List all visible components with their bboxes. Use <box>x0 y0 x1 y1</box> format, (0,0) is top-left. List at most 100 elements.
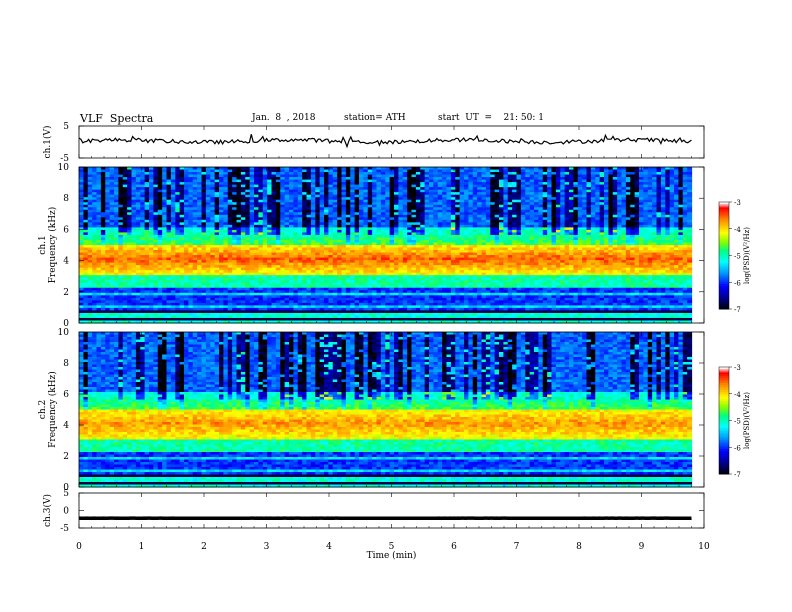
ch1-spectrogram-cell <box>258 187 264 191</box>
ch1-spectrogram-cell <box>652 202 658 206</box>
ch1-spectrogram-cell <box>175 169 181 173</box>
ch1-spectrogram-cell <box>582 197 588 201</box>
ch1-spectrogram-cell <box>297 172 303 176</box>
ch1-spectrogram-cell <box>302 207 308 211</box>
ch1-spectrogram-cell <box>372 197 378 201</box>
ch1-spectrogram-cell <box>280 197 286 201</box>
ch1-spectrogram-cell <box>267 182 273 186</box>
chart-title: VLF Spectra <box>80 112 154 125</box>
ch1-spectrogram-cell <box>109 197 115 201</box>
ch1-spectrogram-cell <box>455 172 461 176</box>
ch1-spectrogram-cell <box>328 187 334 191</box>
ch1-spectrogram-cell <box>131 197 137 201</box>
ch1-spectrogram-cell <box>599 189 605 193</box>
ch1-spectrogram-cell <box>328 209 334 213</box>
ch1-spectrogram-cell <box>284 167 290 171</box>
ch1-spectrogram-cell <box>520 209 526 213</box>
ch1-spectrogram-cell <box>529 192 535 196</box>
ch1-spectrogram-cell <box>293 209 299 213</box>
ch1-spectrogram-cell <box>258 199 264 203</box>
ch1-spectrogram-cell <box>92 194 98 198</box>
ch1-spectrogram-cell <box>643 189 649 193</box>
ch1-spectrogram-cell <box>149 174 154 178</box>
ch1-spectrogram-cell <box>433 189 439 193</box>
ch1-spectrogram-cell <box>345 204 351 208</box>
ch1-spectrogram-cell <box>87 192 93 196</box>
ch1-spectrogram-cell <box>302 192 308 196</box>
ch1-spectrogram-cell <box>118 174 124 178</box>
ch1-spectrogram-cell <box>184 212 189 216</box>
ch1-spectrogram-cell <box>201 169 207 173</box>
ch1-spectrogram-cell <box>481 187 487 191</box>
ch1-spectrogram-cell <box>415 197 421 201</box>
ch1-spectrogram-cell <box>634 184 640 188</box>
ch1-spectrogram-cell <box>350 174 356 178</box>
ch1-spectrogram-cell <box>109 182 115 186</box>
ch1-spectrogram-cell <box>437 207 443 211</box>
ch1-spectrogram-cell <box>236 182 242 186</box>
ch1-spectrogram-cell <box>227 197 233 201</box>
ch1-spectrogram-cell <box>604 174 609 178</box>
ch1-spectrogram-cell <box>315 177 321 181</box>
ch1-spectrogram-cell <box>407 172 413 176</box>
ch1-spectrogram-cell <box>424 167 430 171</box>
ch1-spectrogram-cell <box>652 204 658 208</box>
ch1-spectrogram-cell <box>468 207 474 211</box>
ch1-spectrogram-cell <box>407 187 413 191</box>
ch1-spectrogram-cell <box>232 187 238 191</box>
ch1-spectrogram-cell <box>100 182 106 186</box>
ch1-spectrogram-cell <box>149 177 154 181</box>
ch1-spectrogram-cell <box>538 172 544 176</box>
ch1-spectrogram-cell <box>455 177 461 181</box>
ch1-spectrogram-cell <box>625 204 631 208</box>
ch1-spectrogram-cell <box>455 179 461 183</box>
ch1-spectrogram-cell <box>350 169 356 173</box>
ch1-spectrogram-cell <box>569 182 574 186</box>
ch1-spectrogram-cell <box>402 197 408 201</box>
ch1-spectrogram-cell <box>267 184 273 188</box>
ch1-spectrogram-cell <box>188 202 194 206</box>
ch1-spectrogram-cell <box>223 204 229 208</box>
ch1-spectrogram-cell <box>332 167 338 171</box>
ch1-spectrogram-cell <box>293 192 299 196</box>
ch1-spectrogram-cell <box>520 169 526 173</box>
ch1-spectrogram-cell <box>385 194 391 198</box>
ch1-spectrogram-cell <box>332 169 338 173</box>
ch1-spectrogram-cell <box>446 189 452 193</box>
ch1-spectrogram-cell <box>184 197 189 201</box>
ch1-spectrogram-cell <box>525 182 531 186</box>
ch1-spectrogram-cell <box>529 172 535 176</box>
ch1-spectrogram-cell <box>109 202 115 206</box>
ch1-spectrogram-cell <box>79 169 84 173</box>
ch1-spectrogram-cell <box>516 199 522 203</box>
ch1-spectrogram-cell <box>140 199 146 203</box>
ch1-spectrogram-cell <box>328 199 334 203</box>
ch1-spectrogram-cell <box>354 187 360 191</box>
ch1-spectrogram-cell <box>219 204 224 208</box>
ch1-spectrogram-cell <box>573 187 579 191</box>
ch1-spectrogram-cell <box>105 184 111 188</box>
ch1-spectrogram-cell <box>420 209 426 213</box>
ch1-spectrogram-cell <box>131 177 137 181</box>
ch1-spectrogram-cell <box>262 204 268 208</box>
ch1-spectrogram-cell <box>201 172 207 176</box>
ch1-spectrogram-cell <box>367 192 373 196</box>
ch1-spectrogram-cell <box>590 187 596 191</box>
ch1-spectrogram-cell <box>625 184 631 188</box>
ch1-spectrogram-cell <box>306 202 312 206</box>
ch1-spectrogram-cell <box>665 197 671 201</box>
ch1-spectrogram-cell <box>214 167 220 171</box>
ch1-spectrogram-cell <box>184 174 189 178</box>
ch1-spectrogram-cell <box>547 182 553 186</box>
ch1-spectrogram-cell <box>293 184 299 188</box>
ch1-spectrogram-cell <box>328 172 334 176</box>
ch1-spectrogram-cell <box>551 209 557 213</box>
ch1-spectrogram-cell <box>184 204 189 208</box>
ch1-spectrogram-cell <box>236 167 242 171</box>
ch1-spectrogram-cell <box>197 192 203 196</box>
ch1-spectrogram-cell <box>468 192 474 196</box>
ch1-spectrogram-cell <box>302 199 308 203</box>
ch1-spectrogram-cell <box>249 199 255 203</box>
ch1-spectrogram-cell <box>236 207 242 211</box>
ch1-spectrogram-cell <box>411 209 417 213</box>
